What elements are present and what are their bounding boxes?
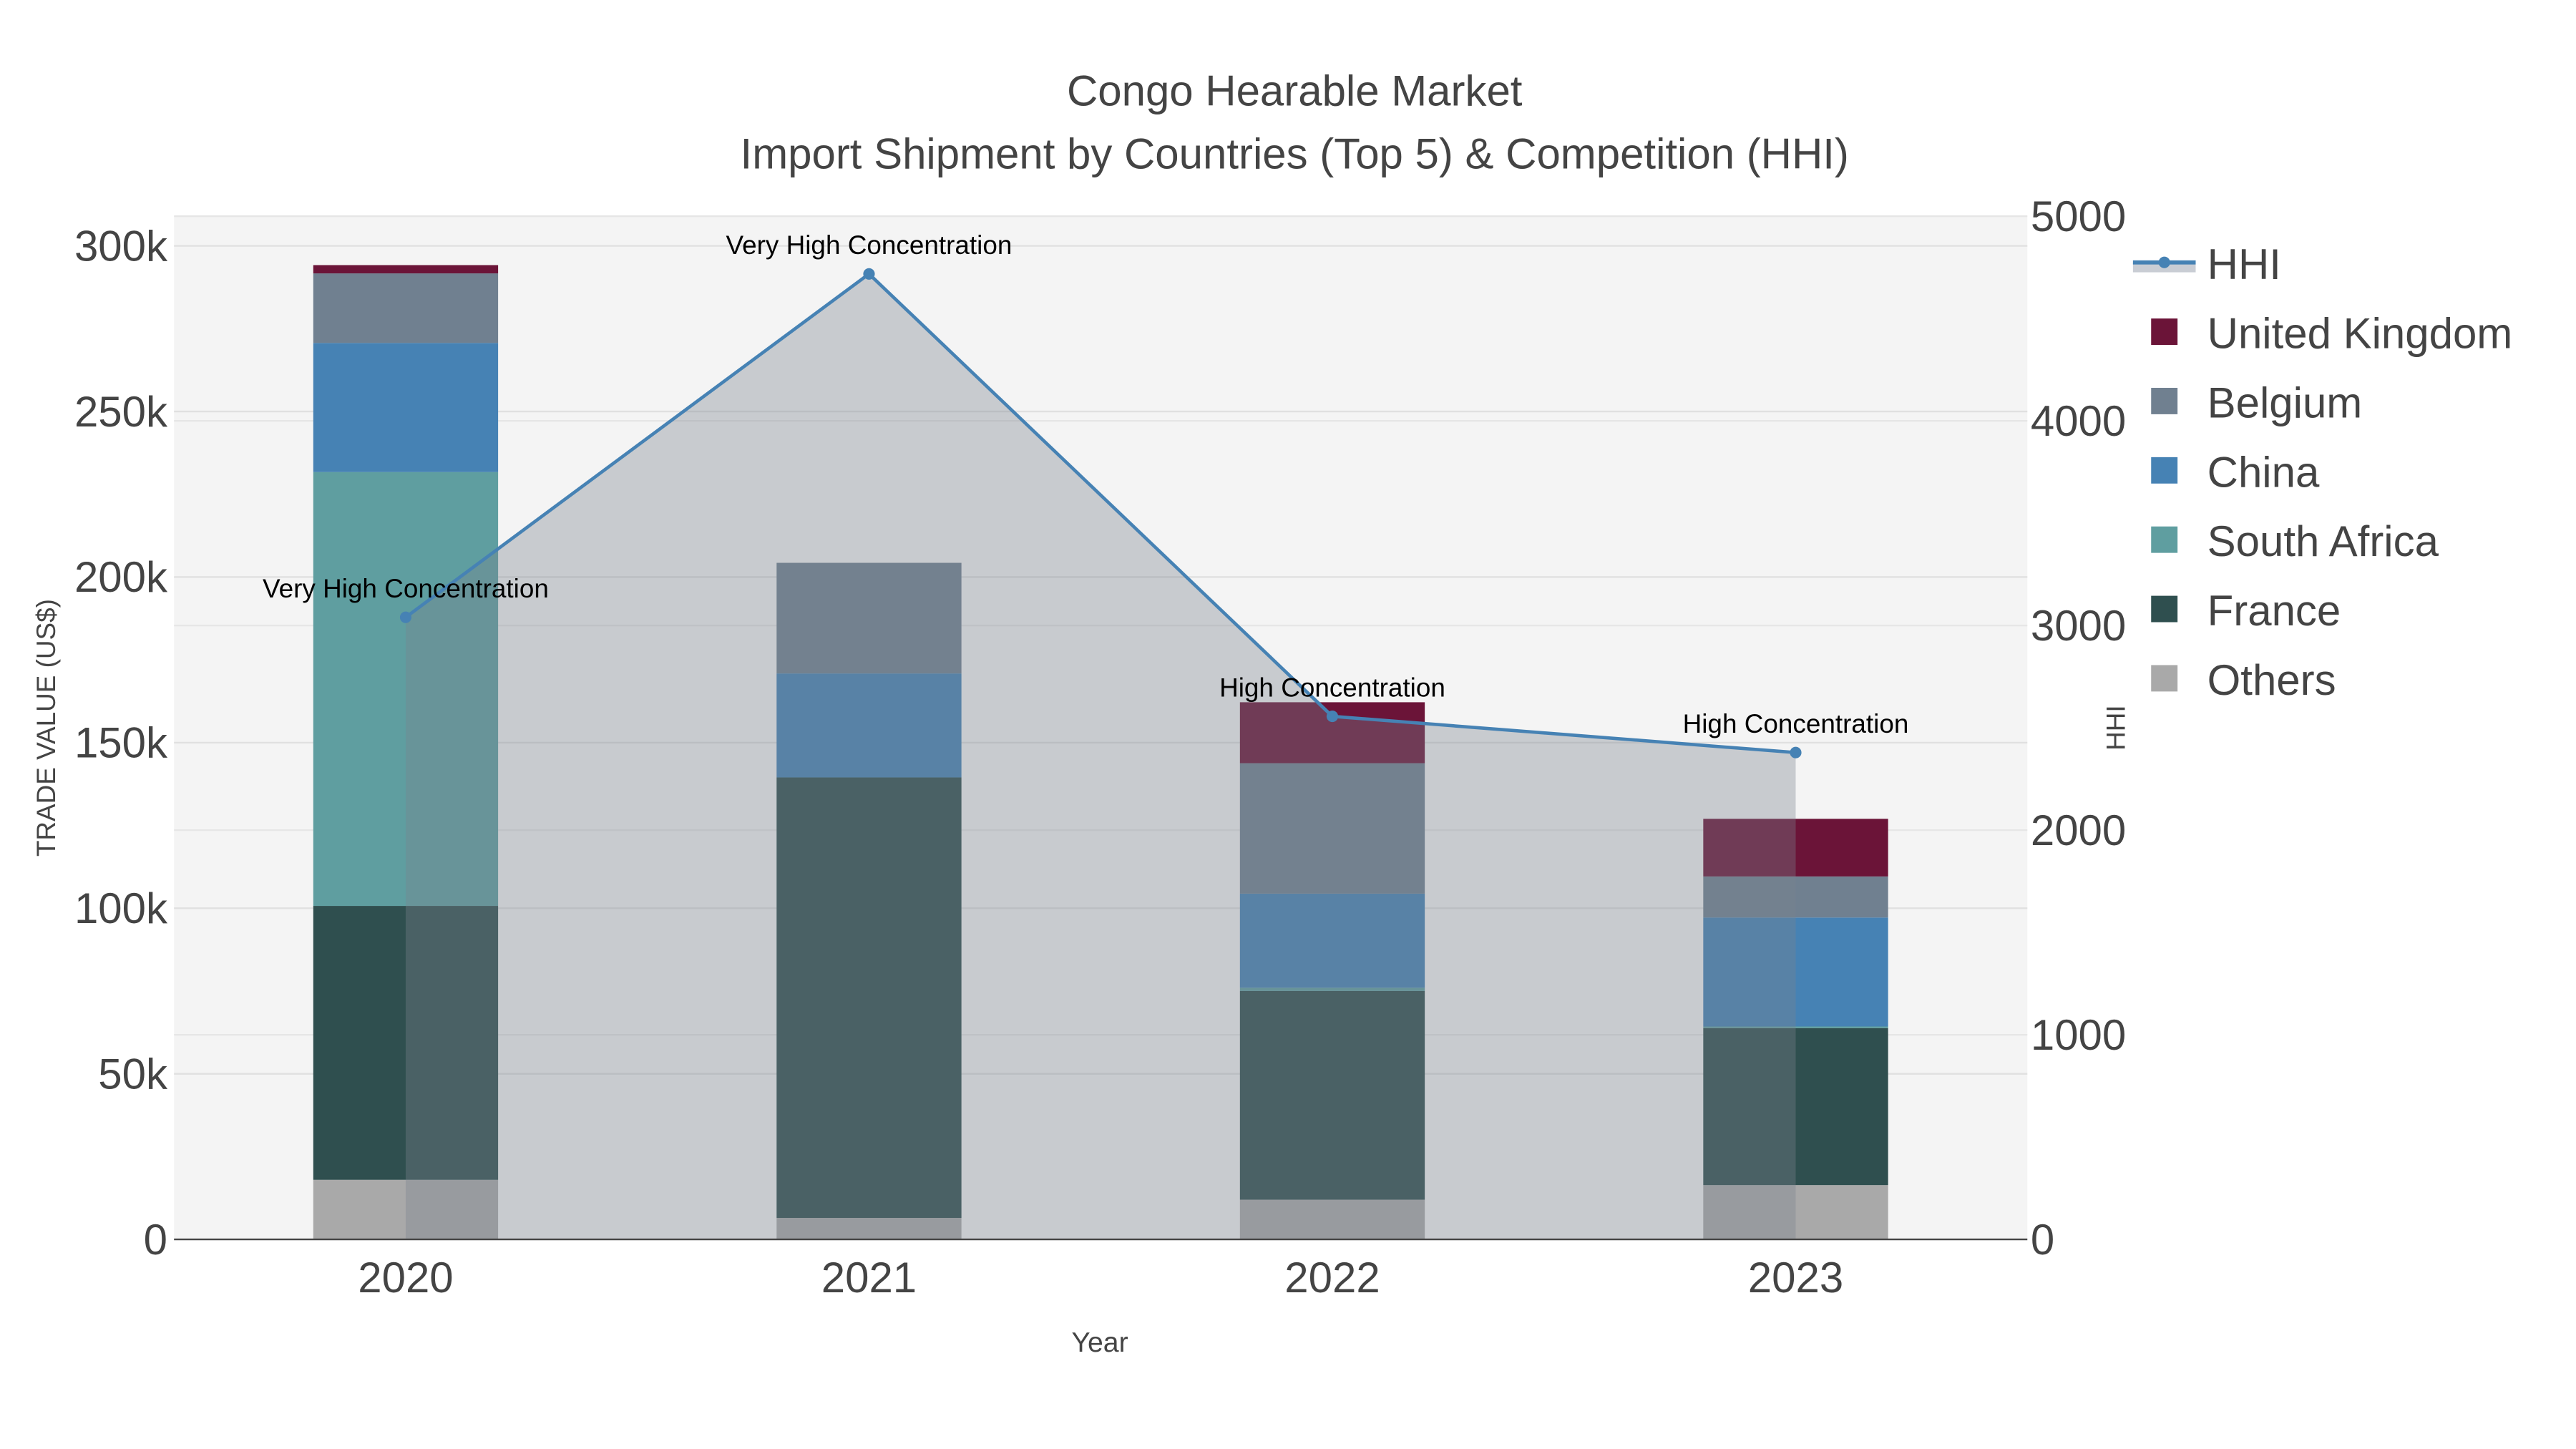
y-tick-label: 250k <box>74 388 168 436</box>
legend-marker <box>2158 256 2170 268</box>
y2-tick-label: 1000 <box>2031 1011 2126 1059</box>
hhi-point-2023 <box>1790 746 1802 758</box>
legend-label: France <box>2207 587 2341 635</box>
hhi-annotation: Very High Concentration <box>726 230 1013 260</box>
bar-others-2023 <box>1703 1185 1888 1240</box>
bar-united-kingdom-2020 <box>313 265 499 274</box>
legend-label: Belgium <box>2207 379 2363 427</box>
legend-swatch <box>2151 387 2178 414</box>
bar-belgium-2023 <box>1703 876 1888 918</box>
chart-title: Congo Hearable Market <box>1067 67 1523 115</box>
legend-swatch <box>2151 595 2178 623</box>
bar-south-africa-2020 <box>313 472 499 907</box>
y2-tick-label: 2000 <box>2031 806 2126 854</box>
hhi-point-2021 <box>863 268 875 280</box>
y-axis-ticks: 0 50k 100k 150k 200k 250k 300k <box>74 222 168 1263</box>
bar-others-2021 <box>776 1218 962 1240</box>
y-tick-label: 150k <box>74 719 168 767</box>
legend-item-belgium: Belgium <box>2151 379 2362 427</box>
legend-label: South Africa <box>2207 517 2439 565</box>
legend-label: HHI <box>2207 240 2281 288</box>
y2-tick-label: 3000 <box>2031 602 2126 650</box>
hhi-point-2022 <box>1326 711 1339 723</box>
legend: HHI United Kingdom Belgium China South Afric… <box>2132 240 2512 704</box>
bar-china-2020 <box>313 343 499 472</box>
legend-label: United Kingdom <box>2207 310 2513 358</box>
legend-label: Others <box>2207 656 2336 704</box>
bar-france-2022 <box>1239 990 1425 1200</box>
legend-item-others: Others <box>2151 656 2336 704</box>
legend-item-china: China <box>2151 448 2320 496</box>
chart-subtitle: Import Shipment by Countries (Top 5) & C… <box>741 130 1849 177</box>
legend-item-united-kingdom: United Kingdom <box>2151 310 2512 358</box>
legend-item-france: France <box>2151 587 2341 635</box>
x-tick-label: 2022 <box>1284 1254 1380 1302</box>
bar-belgium-2020 <box>313 273 499 343</box>
bar-china-2021 <box>776 673 962 778</box>
x-axis-ticks: 2020 2021 2022 2023 <box>358 1254 1843 1302</box>
legend-item-south-africa: South Africa <box>2151 517 2439 565</box>
y2-tick-label: 5000 <box>2031 192 2126 240</box>
legend-swatch <box>2151 665 2178 692</box>
x-axis-label: Year <box>1071 1327 1128 1358</box>
y-tick-label: 50k <box>98 1050 168 1098</box>
y2-tick-label: 4000 <box>2031 397 2126 445</box>
y-tick-label: 200k <box>74 553 168 601</box>
y2-axis-label: HHI <box>2101 705 2130 751</box>
bar-belgium-2022 <box>1239 763 1425 894</box>
bar-others-2020 <box>313 1179 499 1240</box>
x-tick-label: 2021 <box>821 1254 917 1302</box>
bar-france-2021 <box>776 777 962 1219</box>
y-tick-label: 300k <box>74 222 168 270</box>
bar-china-2022 <box>1239 893 1425 988</box>
y2-axis-ticks: 0 1000 2000 3000 4000 5000 <box>2031 192 2126 1264</box>
legend-swatch <box>2151 526 2178 553</box>
hhi-annotation: High Concentration <box>1683 709 1909 738</box>
bar-china-2023 <box>1703 917 1888 1027</box>
hhi-annotation: High Concentration <box>1219 673 1445 702</box>
legend-swatch <box>2151 318 2178 346</box>
hhi-annotation: Very High Concentration <box>263 574 549 603</box>
legend-swatch <box>2151 457 2178 484</box>
bar-south-africa-2023 <box>1703 1026 1888 1028</box>
bars <box>313 265 1888 1240</box>
x-tick-label: 2023 <box>1748 1254 1843 1302</box>
y-tick-label: 100k <box>74 884 168 932</box>
bar-belgium-2021 <box>776 562 962 674</box>
legend-label: China <box>2207 448 2320 496</box>
bar-others-2022 <box>1239 1199 1425 1240</box>
annotations: Very High Concentration Very High Concent… <box>263 230 1908 738</box>
bar-united-kingdom-2023 <box>1703 819 1888 877</box>
y-axis-label: TRADE VALUE (US$) <box>31 599 61 857</box>
hhi-points <box>399 268 1802 758</box>
hhi-point-2020 <box>399 611 412 623</box>
legend-item-hhi: HHI <box>2132 240 2281 288</box>
x-tick-label: 2020 <box>358 1254 453 1302</box>
y2-tick-label: 0 <box>2031 1216 2054 1264</box>
bar-france-2020 <box>313 906 499 1180</box>
y-tick-label: 0 <box>144 1216 167 1264</box>
hhi-line <box>404 271 1796 755</box>
bar-south-africa-2022 <box>1239 987 1425 991</box>
hhi-area <box>405 273 1796 1240</box>
bar-france-2023 <box>1703 1028 1888 1186</box>
